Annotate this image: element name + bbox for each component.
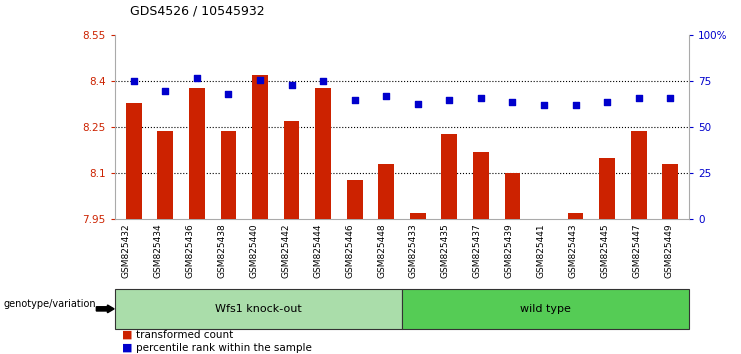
Text: GSM825446: GSM825446 xyxy=(345,223,354,278)
Point xyxy=(349,97,361,103)
Point xyxy=(380,93,392,99)
Point xyxy=(222,91,234,97)
Bar xyxy=(252,75,268,219)
Bar xyxy=(599,158,615,219)
Text: ■: ■ xyxy=(122,330,133,339)
Bar xyxy=(410,213,425,219)
Text: Wfs1 knock-out: Wfs1 knock-out xyxy=(215,304,302,314)
Text: GSM825439: GSM825439 xyxy=(505,223,514,278)
Text: percentile rank within the sample: percentile rank within the sample xyxy=(136,343,311,353)
Bar xyxy=(221,131,236,219)
Text: GSM825434: GSM825434 xyxy=(153,223,163,278)
Point xyxy=(475,95,487,101)
Text: GSM825448: GSM825448 xyxy=(377,223,386,278)
Point xyxy=(191,75,203,81)
Bar xyxy=(442,133,457,219)
Bar xyxy=(505,173,520,219)
Point xyxy=(128,79,140,84)
Text: GSM825441: GSM825441 xyxy=(536,223,545,278)
Text: GSM825445: GSM825445 xyxy=(600,223,609,278)
Bar xyxy=(662,164,678,219)
Text: GSM825443: GSM825443 xyxy=(568,223,577,278)
Bar xyxy=(157,131,173,219)
Bar xyxy=(568,213,583,219)
Text: GSM825435: GSM825435 xyxy=(441,223,450,278)
Text: GSM825442: GSM825442 xyxy=(282,223,290,278)
Point xyxy=(285,82,297,88)
Point xyxy=(254,77,266,82)
Text: GSM825449: GSM825449 xyxy=(664,223,673,278)
Point xyxy=(633,95,645,101)
Text: genotype/variation: genotype/variation xyxy=(4,298,96,309)
Point xyxy=(412,101,424,106)
Bar xyxy=(347,179,362,219)
Bar xyxy=(315,87,331,219)
Text: GSM825440: GSM825440 xyxy=(250,223,259,278)
Point xyxy=(159,88,171,93)
Text: GDS4526 / 10545932: GDS4526 / 10545932 xyxy=(130,5,265,18)
Bar xyxy=(379,164,394,219)
Point xyxy=(664,95,676,101)
Text: GSM825438: GSM825438 xyxy=(218,223,227,278)
Text: GSM825437: GSM825437 xyxy=(473,223,482,278)
Point xyxy=(507,99,519,104)
Text: GSM825432: GSM825432 xyxy=(122,223,131,278)
Text: GSM825433: GSM825433 xyxy=(409,223,418,278)
Bar xyxy=(126,103,142,219)
Text: wild type: wild type xyxy=(520,304,571,314)
Text: GSM825436: GSM825436 xyxy=(185,223,195,278)
Bar xyxy=(631,131,647,219)
Point xyxy=(570,103,582,108)
Text: ■: ■ xyxy=(122,343,133,353)
Text: GSM825447: GSM825447 xyxy=(632,223,641,278)
Point xyxy=(601,99,613,104)
Point xyxy=(538,103,550,108)
Text: transformed count: transformed count xyxy=(136,330,233,339)
Text: GSM825444: GSM825444 xyxy=(313,223,322,278)
Bar xyxy=(189,87,205,219)
Point xyxy=(443,97,455,103)
Point xyxy=(317,79,329,84)
Bar xyxy=(473,152,489,219)
Bar xyxy=(284,121,299,219)
